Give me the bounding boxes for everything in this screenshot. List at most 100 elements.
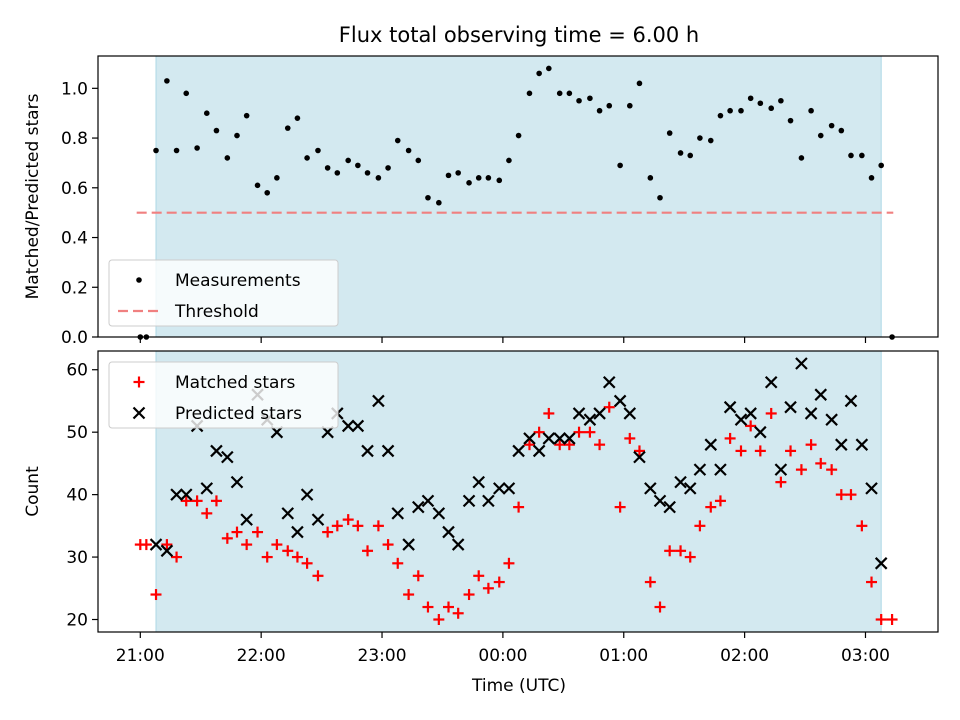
- predicted-marker-b: [270, 425, 284, 439]
- matched-star-marker: [463, 589, 475, 601]
- predicted-star-marker: [451, 538, 465, 551]
- predicted-marker-b: [593, 407, 606, 420]
- measurement-point: [526, 90, 533, 97]
- count-panel: 20 30 40 50 60 21:00 22:00 23:00 00:00 01:00 02:0…: [23, 350, 939, 666]
- measurement-point: [808, 107, 814, 114]
- predicted-marker-b: [844, 394, 858, 408]
- predicted-star-marker: [502, 482, 516, 495]
- measurement-point: [224, 155, 231, 161]
- matched-star-marker: [795, 464, 807, 476]
- ratio-marks: [136, 65, 895, 340]
- matched-star-marker: [805, 439, 817, 451]
- predicted-star-marker: [723, 400, 737, 414]
- y-tick-label: 0.4: [61, 229, 88, 249]
- matched-star-marker: [886, 614, 898, 626]
- measurement-point: [345, 157, 351, 164]
- predicted-marker-b: [230, 475, 244, 489]
- count-x-ticks: 21:00 22:00 23:00 00:00 01:00 02:00 03:00: [116, 632, 890, 666]
- predicted-marker-b: [835, 438, 848, 451]
- matched-star-marker: [362, 545, 374, 557]
- predicted-star-marker: [855, 438, 869, 451]
- measurement-point: [415, 157, 422, 164]
- matched-star-marker: [724, 432, 736, 444]
- matched-star-marker: [291, 551, 303, 563]
- matched-star-marker: [382, 539, 394, 551]
- predicted-marker-b: [613, 394, 627, 408]
- predicted-marker-b: [855, 438, 869, 451]
- matched-star-marker: [301, 557, 313, 569]
- y-tick-label: 40: [66, 486, 88, 506]
- predicted-star-marker: [341, 419, 355, 433]
- predicted-star-marker: [281, 507, 295, 520]
- matched-star-marker: [443, 601, 455, 613]
- matched-star-marker: [282, 545, 294, 557]
- ratio-y-axis-label: Matched/Predicted stars: [23, 93, 43, 299]
- matched-star-marker: [161, 539, 173, 551]
- predicted-marker-b: [300, 488, 314, 501]
- matched-star-marker: [664, 545, 676, 557]
- predicted-marker-b: [361, 444, 374, 458]
- measurement-point: [768, 105, 775, 112]
- measurement-point: [626, 102, 633, 109]
- predicted-marker-b: [132, 406, 146, 420]
- matched-star-marker: [252, 526, 264, 538]
- measurement-point: [717, 112, 724, 119]
- measurement-point: [546, 65, 552, 72]
- matched-star-marker: [554, 439, 566, 451]
- matched-star-marker: [201, 507, 213, 519]
- predicted-star-marker: [149, 538, 163, 551]
- matched-star-marker: [352, 520, 364, 532]
- matched-star-marker: [765, 407, 777, 419]
- count-axes-frame: [97, 350, 939, 633]
- predicted-marker-b: [179, 488, 193, 501]
- matched-star-marker: [735, 445, 747, 457]
- predicted-marker-b: [492, 482, 506, 495]
- predicted-star-marker: [683, 482, 697, 495]
- y-tick-label: 60: [66, 361, 88, 381]
- predicted-marker-b: [281, 507, 295, 520]
- matched-star-marker: [785, 445, 797, 457]
- predicted-marker-b: [825, 413, 838, 426]
- matched-star-marker: [473, 570, 485, 582]
- predicted-star-marker: [179, 488, 193, 501]
- matched-star-marker: [312, 570, 324, 582]
- y-tick-label: 20: [66, 611, 88, 631]
- predicted-star-marker: [351, 419, 365, 433]
- predicted-marker-b: [472, 475, 485, 489]
- matched-star-marker: [533, 426, 545, 438]
- matched-star-marker: [322, 526, 334, 538]
- predicted-marker-b: [644, 482, 657, 495]
- predicted-star-marker: [774, 463, 788, 476]
- measurement-point: [294, 115, 301, 121]
- matched-star-marker: [694, 520, 706, 532]
- measurement-point: [657, 194, 663, 201]
- matched-star-marker: [422, 601, 434, 613]
- predicted-marker-b: [623, 407, 637, 420]
- measurement-point: [596, 107, 603, 114]
- predicted-marker-b: [442, 525, 455, 539]
- predicted-marker-b: [160, 544, 174, 558]
- predicted-star-marker: [583, 413, 597, 426]
- predicted-star-marker: [402, 538, 415, 551]
- ratio-legend: Measurements Threshold: [108, 259, 339, 327]
- ratio-axes-frame: [97, 55, 939, 338]
- predicted-marker-b: [502, 482, 516, 495]
- matched-star-marker: [563, 439, 575, 451]
- predicted-marker-b: [693, 463, 707, 476]
- measurement-point: [636, 80, 643, 87]
- predicted-star-marker: [764, 375, 778, 389]
- matched-star-marker: [633, 445, 645, 457]
- measurement-point: [364, 170, 371, 176]
- predicted-marker-b: [633, 450, 646, 464]
- matched-star-marker: [372, 520, 384, 532]
- measurement-point: [697, 135, 703, 141]
- predicted-marker-b: [482, 494, 495, 508]
- measurement-point: [203, 110, 210, 116]
- x-tick-label: 22:00: [237, 646, 286, 666]
- measurement-point: [405, 147, 412, 154]
- predicted-marker-b: [814, 388, 828, 401]
- measurement-point: [455, 170, 461, 176]
- predicted-marker-b: [170, 488, 183, 501]
- count-marks: [134, 357, 898, 626]
- measurement-point: [324, 165, 331, 171]
